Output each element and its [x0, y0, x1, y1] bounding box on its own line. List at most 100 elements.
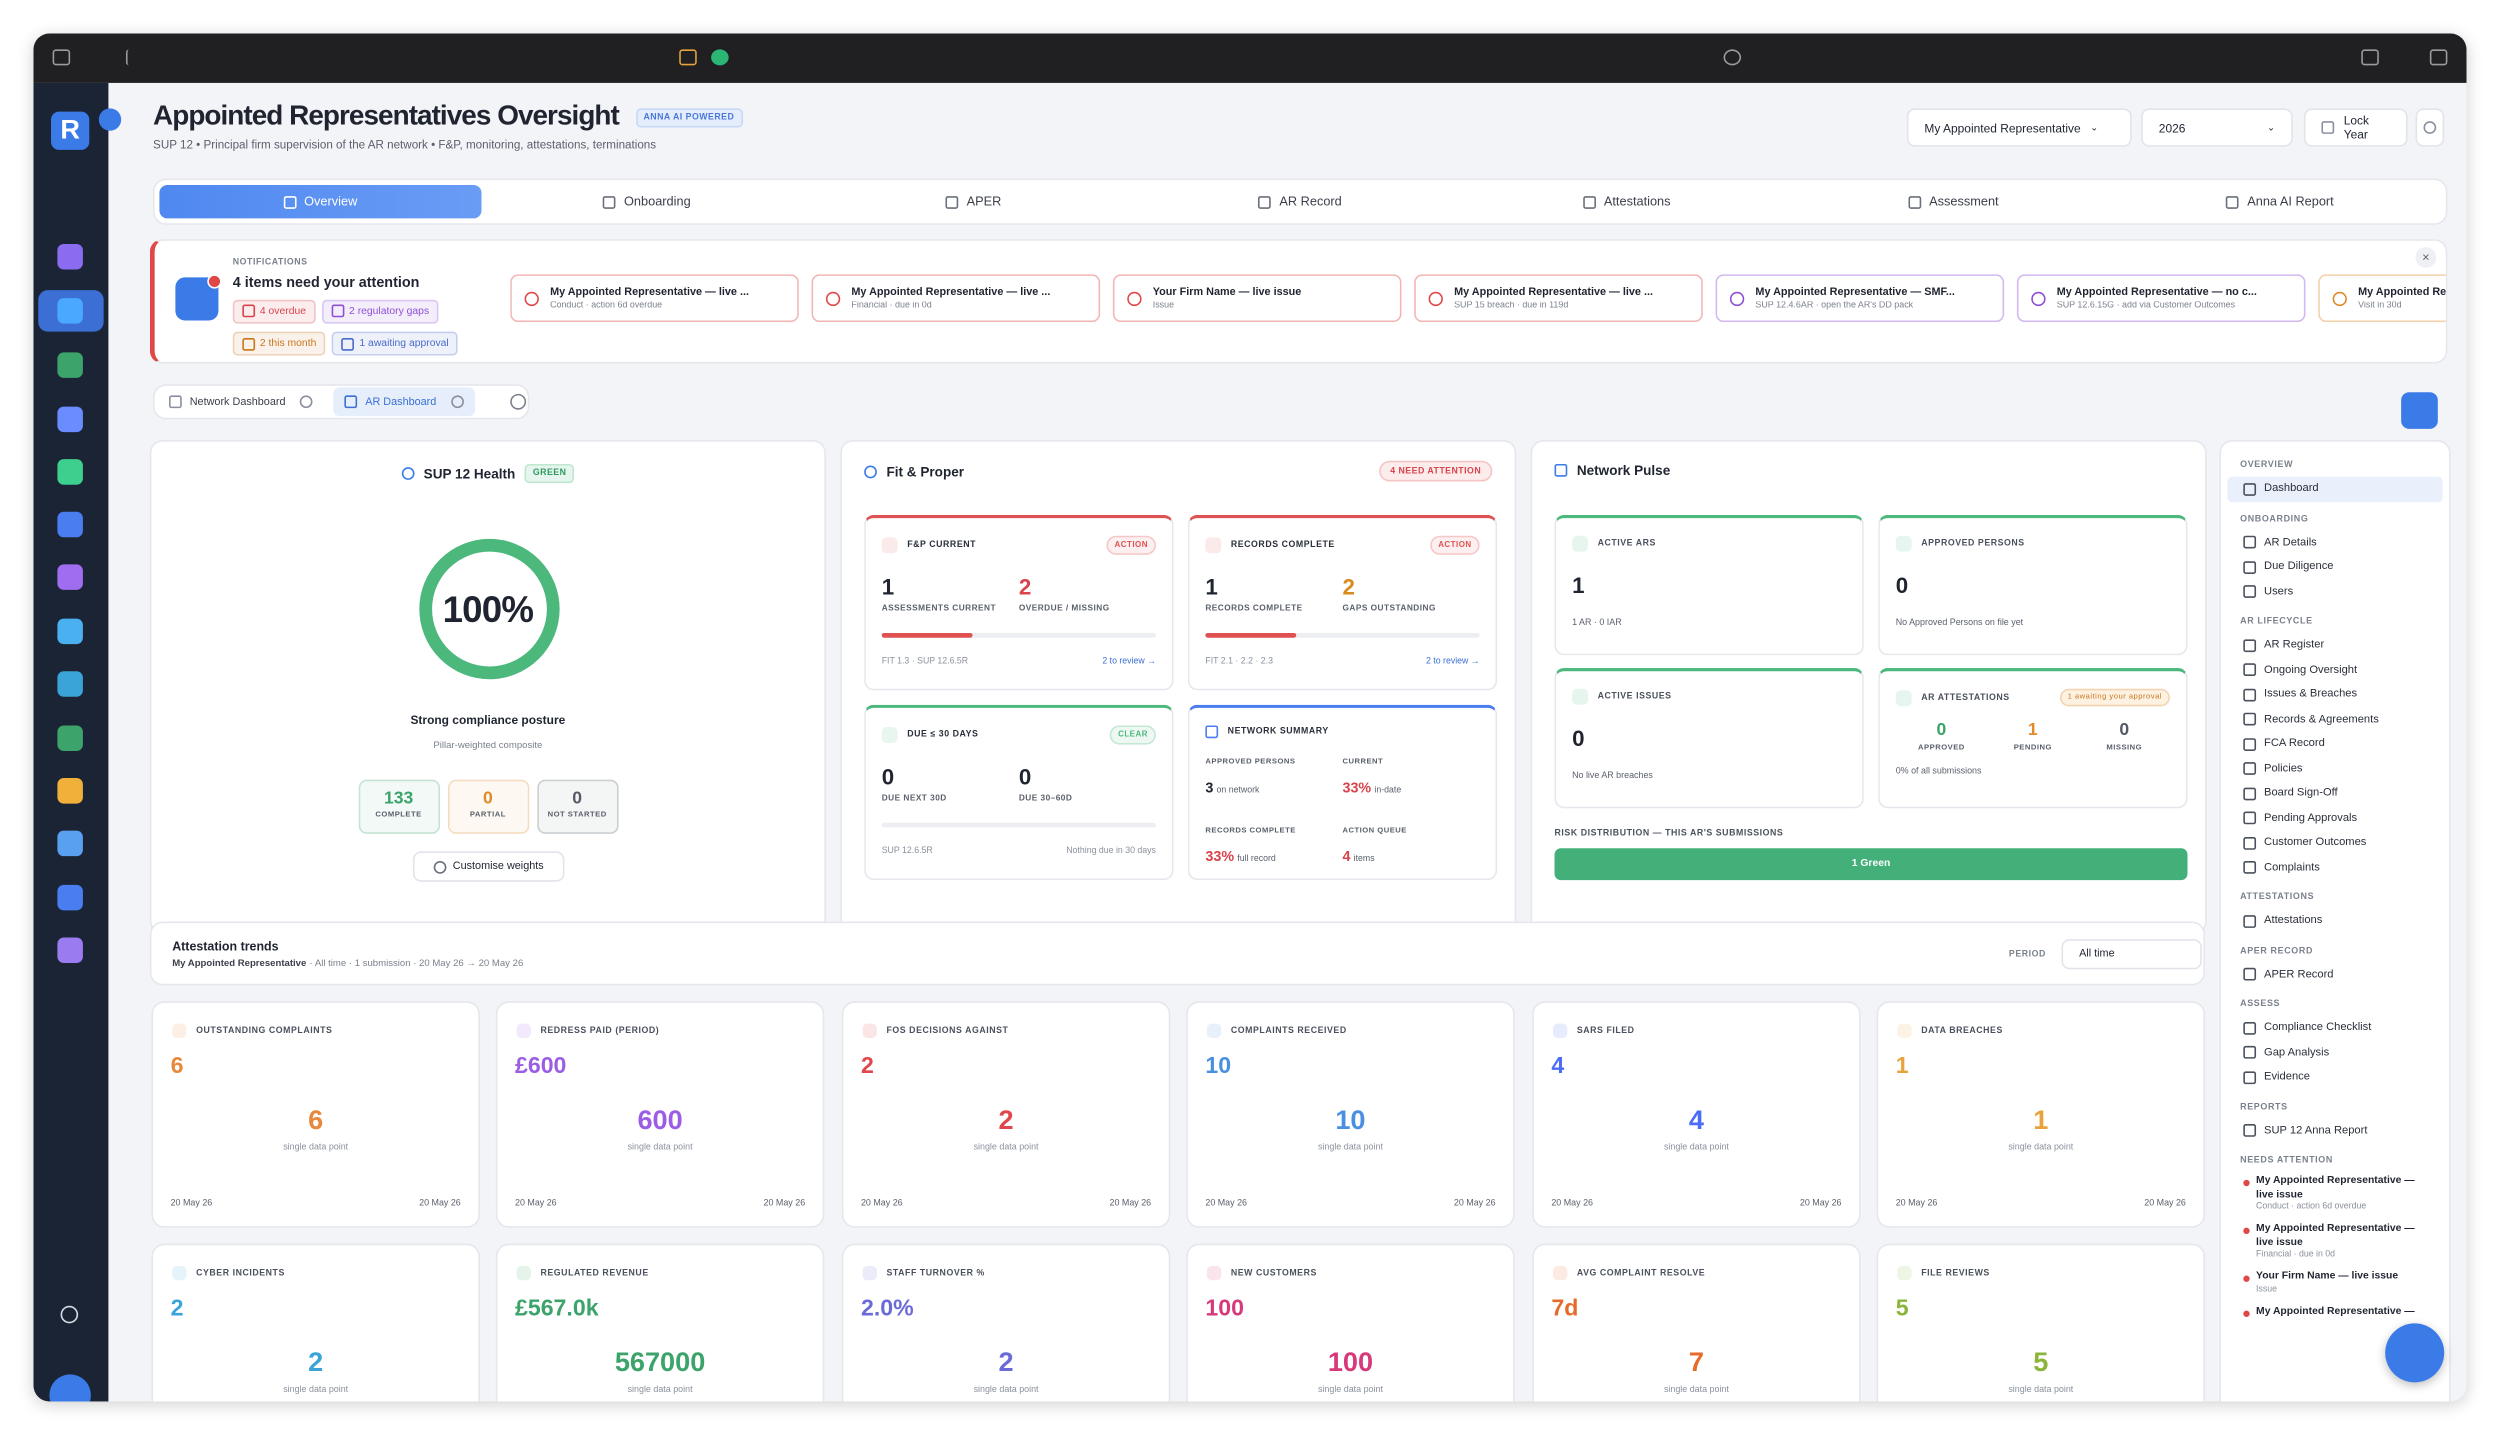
nav-item[interactable]: Issues & Breaches: [2227, 682, 2442, 707]
new-tab-icon[interactable]: [2395, 49, 2413, 65]
sidebar-icon[interactable]: [57, 937, 83, 964]
sidebar-icon[interactable]: [57, 352, 83, 378]
sidebar-icon[interactable]: [57, 459, 83, 485]
notification-card[interactable]: Your Firm Name — live issue Issue: [1112, 274, 1402, 323]
tab[interactable]: Onboarding: [486, 185, 808, 218]
attention-item[interactable]: My Appointed Representative — live issue…: [2227, 1220, 2442, 1268]
nav-item[interactable]: Evidence: [2227, 1065, 2442, 1090]
sidebar-icon[interactable]: [57, 243, 83, 270]
nav-item[interactable]: APER Record: [2227, 962, 2442, 987]
dashboard-toggle-option[interactable]: AR Dashboard: [333, 387, 475, 417]
nav-item[interactable]: Compliance Checklist: [2227, 1016, 2442, 1041]
nav-item[interactable]: Ongoing Oversight: [2227, 658, 2442, 683]
year-select[interactable]: 2026 ⌄: [2141, 108, 2293, 147]
nav-item[interactable]: Complaints: [2227, 855, 2442, 880]
tab[interactable]: Assessment: [1793, 185, 2115, 218]
tab[interactable]: Attestations: [1466, 185, 1788, 218]
nav-item[interactable]: Records & Agreements: [2227, 707, 2442, 732]
tile-link[interactable]: 2 to review →: [1425, 656, 1480, 667]
tab[interactable]: Anna AI Report: [2119, 185, 2441, 218]
tile-stat: 0 DUE 30–60D: [1019, 764, 1156, 804]
share-icon[interactable]: [2361, 49, 2379, 66]
logo[interactable]: R: [51, 111, 90, 150]
dashboard-toggle-option[interactable]: Network Dashboard: [158, 387, 324, 416]
nav-item[interactable]: Users: [2227, 580, 2442, 605]
sidebar-icon[interactable]: [57, 618, 83, 645]
health-caption: Strong compliance posture: [410, 712, 566, 728]
icon: [2243, 737, 2257, 751]
notification-card[interactable]: My Appointed Representative — live ... Fi…: [811, 274, 1101, 323]
status-badge: GREEN: [524, 463, 575, 484]
notification-card[interactable]: My Appointed Representative — SMF... SUP …: [1715, 274, 2005, 323]
sidebar-icon[interactable]: [57, 725, 83, 751]
tile-link[interactable]: 2 to review →: [1102, 656, 1156, 667]
nav-item[interactable]: Due Diligence: [2227, 555, 2442, 580]
nav-item[interactable]: Attestations: [2227, 909, 2442, 934]
tab[interactable]: AR Record: [1139, 185, 1461, 218]
tabs-icon[interactable]: [2429, 49, 2448, 66]
settings-icon[interactable]: [510, 393, 527, 410]
sidebar-toggle-icon[interactable]: [52, 49, 71, 66]
chip-text: 2 regulatory gaps: [349, 305, 430, 317]
ar-select[interactable]: My Appointed Representative ⌄: [1906, 108, 2132, 147]
summary-value-row: 4 items: [1342, 840, 1479, 869]
tile-title: AR ATTESTATIONS: [1921, 692, 2010, 703]
nav-item[interactable]: FCA Record: [2227, 732, 2442, 757]
collapse-button[interactable]: [98, 108, 122, 131]
nav-item[interactable]: Customer Outcomes: [2227, 831, 2442, 856]
grammarly-icon[interactable]: [711, 49, 729, 66]
stat-label: DUE NEXT 30D: [881, 794, 947, 804]
customise-weights-button[interactable]: Customise weights: [412, 851, 565, 882]
nav-section-title: APER RECORD: [2240, 946, 2314, 956]
trends-meta: My Appointed Representative · All time · …: [172, 960, 523, 970]
back-icon[interactable]: [125, 49, 136, 66]
sidebar-icon[interactable]: [57, 298, 83, 324]
sidebar-icon[interactable]: [57, 830, 83, 857]
chevron: ⌄: [2267, 123, 2276, 134]
nav-item[interactable]: AR Details: [2227, 530, 2442, 555]
sidebar-icon[interactable]: [57, 511, 83, 538]
chat-button[interactable]: [2385, 1323, 2445, 1383]
notification-card[interactable]: My Appointed Representative Visit in 30d: [2318, 274, 2446, 323]
period-select[interactable]: All time: [2061, 939, 2202, 970]
metric-value: 5: [1895, 1296, 1909, 1322]
tile-title: DUE ≤ 30 DAYS: [907, 730, 979, 740]
ar-select-text: My Appointed Representative: [1924, 120, 2081, 135]
attention-item[interactable]: Your Firm Name — live issue Issue: [2227, 1268, 2442, 1302]
user-avatar[interactable]: [49, 1374, 91, 1402]
notification-icon: [825, 290, 841, 306]
nav-item[interactable]: SUP 12 Anna Report: [2227, 1118, 2442, 1143]
attention-item[interactable]: My Appointed Representative — live issue…: [2227, 1172, 2442, 1220]
tab[interactable]: APER: [813, 185, 1135, 218]
notification-card[interactable]: My Appointed Representative — live ... Co…: [510, 274, 799, 323]
apps-icon[interactable]: [679, 49, 697, 66]
attention-item[interactable]: My Appointed Representative —: [2227, 1302, 2442, 1327]
history-button[interactable]: [2415, 108, 2445, 147]
sidebar-icon[interactable]: [57, 778, 83, 804]
theme-icon[interactable]: [60, 1305, 79, 1324]
metric-header: SARS FILED: [1552, 1023, 1635, 1038]
notification-card[interactable]: My Appointed Representative — no c... SUP…: [2016, 274, 2306, 323]
nav-item[interactable]: AR Register: [2227, 633, 2442, 658]
sidebar-icon[interactable]: [57, 564, 83, 590]
sidebar-icon[interactable]: [57, 884, 83, 911]
nav-item[interactable]: Board Sign-Off: [2227, 781, 2442, 806]
reload-icon[interactable]: [1723, 49, 1742, 66]
notification-card[interactable]: My Appointed Representative — live ... SU…: [1414, 274, 1703, 323]
metric-label: NEW CUSTOMERS: [1230, 1268, 1317, 1278]
tab-label: AR Record: [1279, 194, 1342, 209]
tile-icon: [1572, 688, 1589, 705]
nav-item[interactable]: Gap Analysis: [2227, 1040, 2442, 1065]
nav-item-label: Gap Analysis: [2264, 1047, 2330, 1059]
sidebar-icon[interactable]: [57, 406, 83, 433]
info-icon: [299, 395, 313, 409]
lock-year-button[interactable]: Lock Year: [2303, 108, 2408, 147]
close-button[interactable]: ×: [2415, 247, 2437, 268]
nav-item[interactable]: Pending Approvals: [2227, 806, 2442, 831]
metric-header: OUTSTANDING COMPLAINTS: [172, 1023, 332, 1038]
tab[interactable]: Overview: [159, 184, 482, 219]
panel-toggle-button[interactable]: [2401, 392, 2438, 429]
nav-item[interactable]: Dashboard: [2227, 476, 2443, 502]
sidebar-icon[interactable]: [57, 671, 83, 697]
nav-item[interactable]: Policies: [2227, 757, 2442, 782]
